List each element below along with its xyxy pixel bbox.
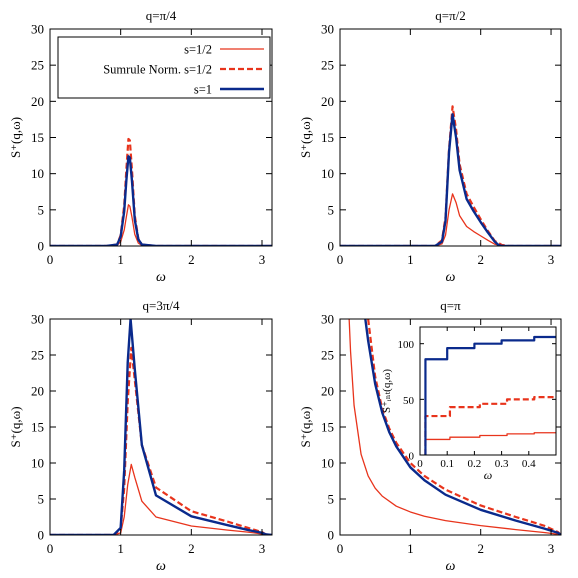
chart-title: q=π: [440, 298, 461, 313]
y-tick-label: 0: [328, 239, 335, 254]
y-tick-label: 100: [398, 339, 415, 351]
y-tick-label: 25: [31, 58, 44, 73]
y-tick-label: 5: [38, 202, 45, 217]
x-tick-label: 0.3: [495, 458, 509, 470]
y-axis-label: S⁺(q,ω): [8, 117, 23, 158]
x-axis-label: ω: [446, 559, 456, 574]
y-tick-label: 15: [321, 130, 334, 145]
y-tick-label: 5: [328, 492, 335, 507]
series-line-0: [340, 193, 561, 246]
chart-title: q=π/2: [435, 8, 466, 23]
x-tick-label: 0: [337, 541, 344, 556]
x-tick-label: 3: [548, 541, 555, 556]
x-tick-label: 0.4: [522, 458, 536, 470]
y-tick-label: 10: [321, 456, 334, 471]
x-tick-label: 1: [117, 252, 124, 267]
y-tick-label: 20: [321, 94, 334, 109]
x-tick-label: 2: [188, 252, 195, 267]
series-line-2: [424, 335, 556, 455]
y-tick-label: 0: [328, 528, 335, 543]
legend-label: Sumrule Norm. s=1/2: [103, 63, 212, 77]
y-tick-label: 10: [31, 166, 44, 181]
y-tick-label: 15: [31, 420, 44, 435]
x-tick-label: 1: [407, 252, 414, 267]
series-line-0: [50, 204, 272, 246]
y-axis-label: S⁺(q,ω): [8, 406, 23, 447]
series-line-1: [424, 396, 556, 455]
y-tick-label: 50: [403, 395, 415, 407]
x-tick-label: 3: [259, 252, 266, 267]
x-tick-label: 0.2: [468, 458, 482, 470]
y-tick-label: 20: [31, 94, 44, 109]
series-line-1: [340, 105, 561, 246]
y-tick-label: 5: [328, 202, 335, 217]
y-tick-label: 25: [321, 58, 334, 73]
x-tick-label: 0: [337, 252, 344, 267]
legend: s=1/2 Sumrule Norm. s=1/2 s=1: [57, 36, 271, 99]
chart-title: q=3π/4: [142, 298, 180, 313]
y-tick-label: 10: [321, 166, 334, 181]
x-tick-label: 0: [47, 252, 54, 267]
x-axis-label: ω: [484, 468, 492, 482]
x-tick-label: 0.1: [440, 458, 454, 470]
y-axis-label: S⁺(q,ω): [298, 406, 313, 447]
y-tick-label: 5: [38, 492, 45, 507]
series-line-1: [50, 346, 272, 535]
x-tick-label: 0: [47, 541, 54, 556]
series-line-0: [348, 319, 561, 535]
y-tick-label: 25: [321, 348, 334, 363]
plot-frame: [49, 318, 273, 536]
x-axis-label: ω: [446, 270, 456, 285]
x-axis-label: ω: [156, 559, 166, 574]
series-line-2: [50, 319, 272, 535]
series-line-0: [424, 432, 556, 455]
x-tick-label: 2: [477, 541, 484, 556]
y-tick-label: 30: [321, 312, 334, 327]
chart-panel-4: 0 0.1 0.2 0.3 0.4 0 50 100 ω S⁺ᵢₙₜ(q,ω): [381, 326, 557, 482]
series-line-2: [364, 319, 561, 535]
x-tick-label: 1: [117, 541, 124, 556]
y-tick-label: 0: [409, 451, 415, 463]
x-tick-label: 3: [548, 252, 555, 267]
y-tick-label: 30: [31, 22, 44, 37]
legend-label: s=1: [194, 83, 212, 97]
y-tick-label: 0: [38, 528, 45, 543]
y-tick-label: 25: [31, 348, 44, 363]
plot-frame: [419, 326, 557, 456]
x-tick-label: 2: [477, 252, 484, 267]
y-tick-label: 30: [31, 312, 44, 327]
y-axis-label: S⁺(q,ω): [298, 117, 313, 158]
y-tick-label: 15: [31, 130, 44, 145]
x-tick-label: 3: [259, 541, 266, 556]
x-tick-label: 2: [188, 541, 195, 556]
x-tick-label: 1: [407, 541, 414, 556]
y-tick-label: 0: [38, 239, 45, 254]
y-tick-label: 20: [31, 384, 44, 399]
chart-panel-0: 0 1 2 3051015202530q=π/4ωS⁺(q,ω)s=1/2Sumrul…: [8, 8, 273, 285]
x-axis-label: ω: [156, 270, 166, 285]
y-tick-label: 20: [321, 384, 334, 399]
y-tick-label: 15: [321, 420, 334, 435]
series-line-1: [50, 137, 272, 246]
series-line-2: [50, 155, 272, 246]
legend-label: s=1/2: [184, 43, 212, 57]
chart-title: q=π/4: [146, 8, 177, 23]
y-tick-label: 30: [321, 22, 334, 37]
series-line-2: [340, 113, 561, 246]
y-tick-label: 10: [31, 456, 44, 471]
x-tick-label: 0: [417, 458, 423, 470]
y-axis-label: S⁺ᵢₙₜ(q,ω): [381, 369, 393, 413]
